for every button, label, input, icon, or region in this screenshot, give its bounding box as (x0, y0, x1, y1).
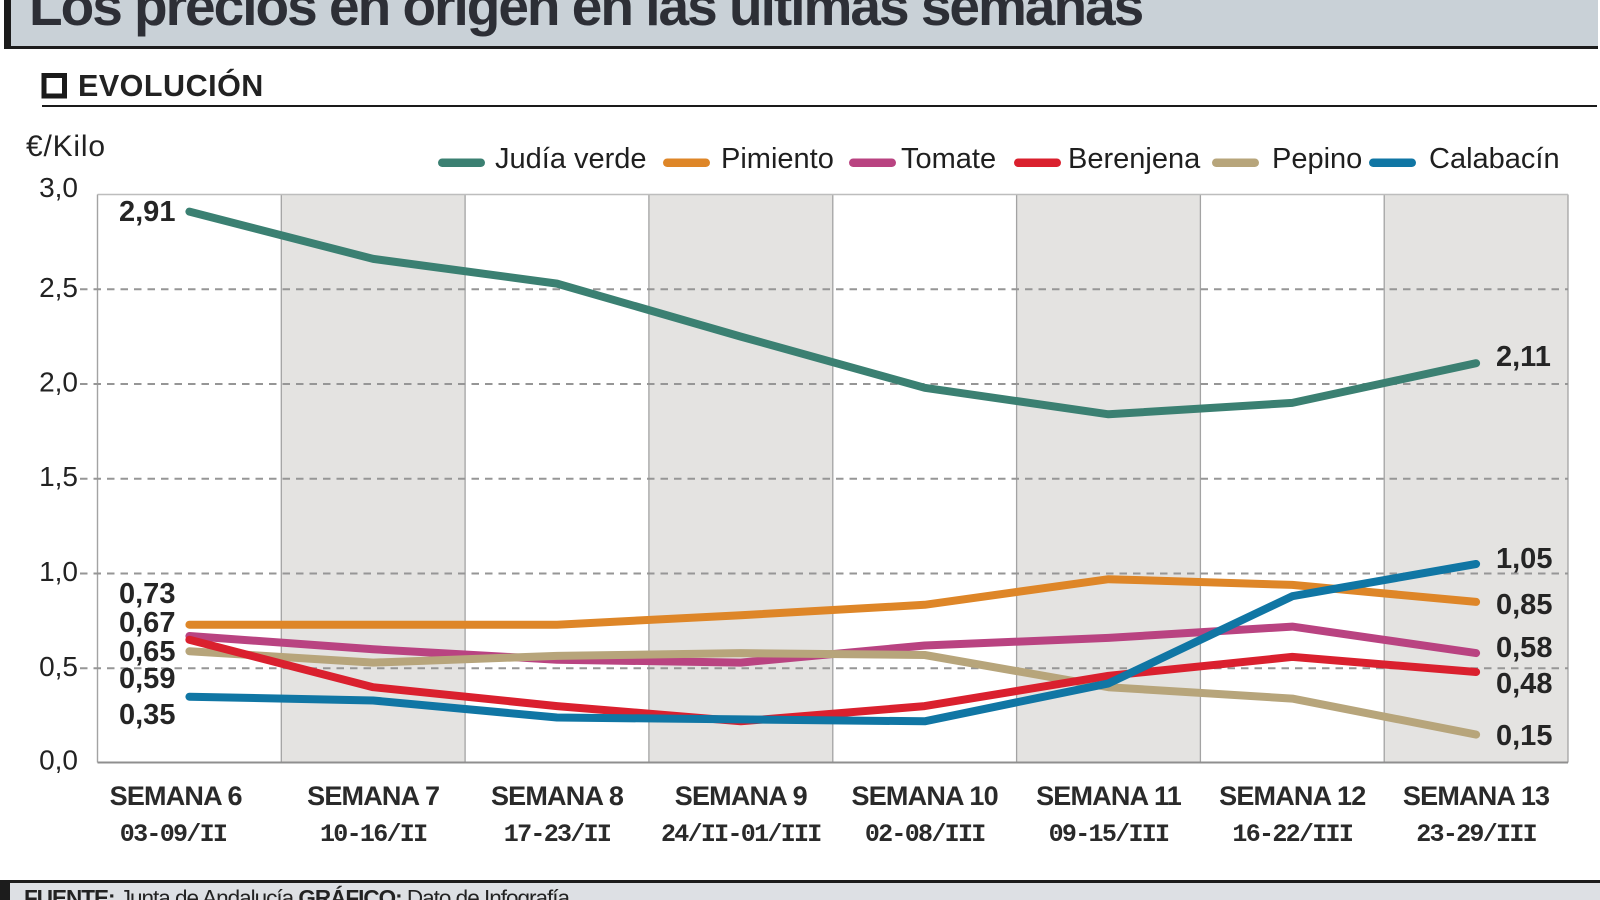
svg-text:0,48: 0,48 (1496, 668, 1552, 700)
svg-text:2,5: 2,5 (39, 272, 78, 303)
svg-text:FUENTE: Junta de Andalucía GR: FUENTE: Junta de Andalucía GRÁFICO: Dato… (24, 886, 571, 900)
svg-text:0,59: 0,59 (119, 663, 175, 695)
svg-text:Los precios en origen en las ú: Los precios en origen en las últimas sem… (29, 0, 1143, 37)
svg-text:Tomate: Tomate (901, 143, 996, 175)
svg-text:0,58: 0,58 (1496, 632, 1552, 664)
svg-text:SEMANA 10: SEMANA 10 (852, 781, 998, 811)
svg-text:€/Kilo: €/Kilo (26, 130, 106, 163)
svg-text:Pimiento: Pimiento (721, 143, 834, 175)
svg-text:3,0: 3,0 (39, 172, 78, 203)
svg-text:2,11: 2,11 (1496, 341, 1551, 373)
svg-text:1,05: 1,05 (1496, 543, 1552, 575)
svg-text:1,0: 1,0 (39, 556, 78, 587)
svg-text:0,5: 0,5 (39, 651, 78, 682)
svg-text:SEMANA 9: SEMANA 9 (675, 781, 808, 811)
svg-text:SEMANA 12: SEMANA 12 (1219, 781, 1365, 811)
svg-text:0,15: 0,15 (1496, 720, 1552, 752)
svg-text:24/II-01/III: 24/II-01/III (661, 820, 821, 849)
svg-text:Judía verde: Judía verde (495, 143, 647, 175)
svg-text:2,91: 2,91 (119, 196, 175, 228)
svg-text:Calabacín: Calabacín (1429, 143, 1560, 175)
svg-text:SEMANA 13: SEMANA 13 (1403, 781, 1550, 811)
svg-text:Pepino: Pepino (1272, 143, 1362, 175)
svg-text:0,67: 0,67 (119, 607, 175, 639)
svg-text:0,35: 0,35 (119, 699, 175, 731)
svg-text:EVOLUCIÓN: EVOLUCIÓN (78, 67, 264, 103)
svg-text:0,0: 0,0 (39, 745, 78, 776)
svg-text:16-22/III: 16-22/III (1232, 820, 1352, 849)
svg-text:09-15/III: 09-15/III (1049, 820, 1169, 849)
svg-text:0,65: 0,65 (119, 636, 175, 668)
svg-text:03-09/II: 03-09/II (120, 820, 227, 849)
svg-text:Berenjena: Berenjena (1068, 143, 1201, 175)
svg-text:1,5: 1,5 (39, 461, 78, 492)
svg-text:10-16/II: 10-16/II (320, 820, 427, 849)
svg-text:0,73: 0,73 (119, 578, 175, 610)
svg-text:0,85: 0,85 (1496, 589, 1552, 621)
svg-text:17-23/II: 17-23/II (504, 820, 611, 849)
svg-text:02-08/III: 02-08/III (865, 820, 985, 849)
svg-text:23-29/III: 23-29/III (1416, 820, 1536, 849)
svg-text:2,0: 2,0 (39, 367, 78, 398)
svg-text:SEMANA 7: SEMANA 7 (307, 781, 439, 811)
svg-text:SEMANA 8: SEMANA 8 (491, 781, 624, 811)
svg-text:SEMANA 11: SEMANA 11 (1036, 781, 1182, 811)
svg-text:SEMANA 6: SEMANA 6 (110, 781, 243, 811)
